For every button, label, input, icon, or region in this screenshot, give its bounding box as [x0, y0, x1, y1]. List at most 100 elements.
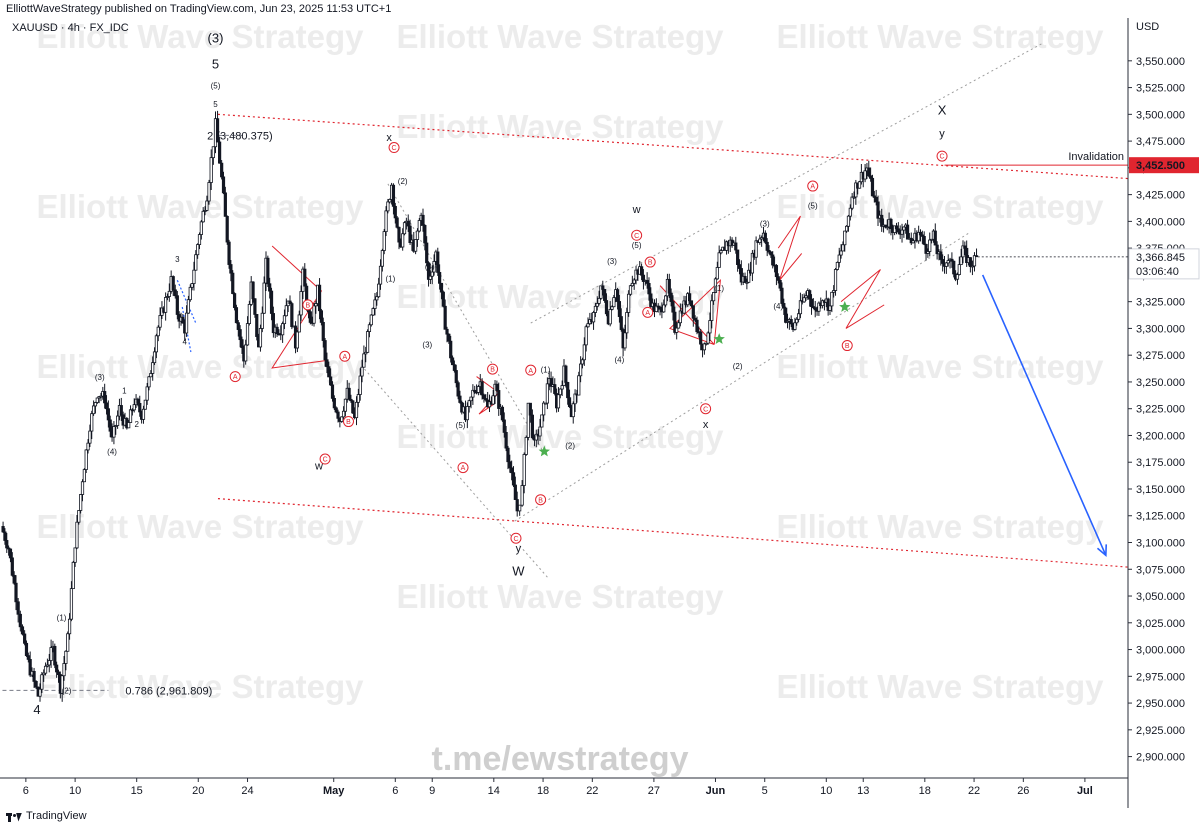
- candle-up: [582, 344, 586, 361]
- circled-wave-label: A: [528, 368, 533, 375]
- y-tick-label: 3,100.000: [1136, 538, 1185, 550]
- candle-up: [260, 312, 264, 329]
- candle-down: [619, 316, 623, 330]
- candle-up: [469, 396, 473, 402]
- watermark-text: Elliott Wave Strategy: [36, 188, 364, 225]
- candle-up: [205, 200, 209, 211]
- candle-down: [266, 257, 270, 285]
- circled-wave-marker: [510, 532, 522, 544]
- candle-down: [502, 419, 506, 433]
- candle-down: [106, 408, 110, 421]
- candle-up: [95, 397, 99, 403]
- candle-up: [848, 207, 852, 217]
- candle-up: [804, 295, 808, 299]
- symbol-label[interactable]: XAUUSD · 4h · FX_IDC: [12, 22, 129, 34]
- circled-wave-label: C: [513, 536, 518, 543]
- circled-wave-marker: [631, 229, 643, 241]
- candle-up: [282, 315, 287, 325]
- candles-layer[interactable]: [1, 110, 979, 702]
- candle-down: [391, 184, 396, 207]
- candle-down: [688, 293, 692, 302]
- candle-up: [798, 300, 803, 315]
- x-tick-label: 22: [968, 785, 980, 797]
- circled-wave-marker: [936, 150, 948, 162]
- candle-down: [408, 225, 412, 244]
- candle-down: [506, 447, 510, 463]
- candle-down: [26, 655, 30, 660]
- x-tick-label: 22: [586, 785, 598, 797]
- circled-wave-label: A: [810, 184, 815, 191]
- chart-frame[interactable]: Elliott Wave Strategy Elliott Wave Strate…: [0, 18, 1200, 808]
- candle-up: [560, 385, 564, 390]
- candle-up: [704, 342, 708, 345]
- candle-up: [944, 262, 948, 267]
- candle-up: [360, 366, 364, 377]
- candle-down: [656, 305, 660, 308]
- candle-down: [443, 305, 447, 330]
- candle-up: [719, 250, 723, 254]
- watermark-text: Elliott Wave Strategy: [396, 418, 724, 455]
- wave-label: (3): [95, 373, 105, 382]
- candle-down: [426, 262, 431, 280]
- candle-up: [145, 386, 149, 401]
- candle-up: [196, 244, 200, 256]
- candle-down: [271, 313, 275, 334]
- candle-down: [323, 340, 327, 361]
- candle-up: [467, 400, 471, 407]
- watermark-layer: Elliott Wave Strategy Elliott Wave Strate…: [36, 18, 1104, 705]
- candle-down: [321, 322, 325, 341]
- candle-down: [173, 289, 177, 297]
- candle-down: [275, 326, 279, 335]
- tradingview-brand[interactable]: TradingView: [26, 810, 87, 822]
- x-tick-label: 6: [392, 785, 398, 797]
- candle-up: [141, 408, 146, 420]
- candle-up: [88, 430, 92, 444]
- candle-up: [66, 633, 70, 652]
- candle-down: [303, 268, 307, 287]
- candle-up: [375, 296, 379, 301]
- candle-up: [524, 437, 528, 455]
- y-tick-label: 3,025.000: [1136, 618, 1185, 630]
- candle-down: [255, 314, 259, 337]
- candle-up: [972, 255, 977, 267]
- x-tick-label: 27: [648, 785, 660, 797]
- x-tick-label: 10: [820, 785, 832, 797]
- wave-label: W: [512, 564, 525, 579]
- candle-down: [3, 531, 7, 541]
- candle-down: [809, 298, 814, 307]
- circled-wave-label: C: [634, 233, 639, 240]
- trendline-red-dotted: [217, 113, 1129, 180]
- watermark-text: Elliott Wave Strategy: [36, 348, 364, 385]
- circled-wave-label: B: [346, 419, 351, 426]
- candle-down: [974, 255, 979, 258]
- candle-up: [371, 308, 375, 316]
- circled-wave-label: C: [392, 145, 397, 152]
- price-chart[interactable]: Elliott Wave Strategy Elliott Wave Strate…: [0, 18, 1200, 808]
- candle-down: [480, 381, 484, 396]
- candle-down: [452, 364, 457, 371]
- y-tick-label: 3,325.000: [1136, 297, 1185, 309]
- circled-wave-label: B: [648, 260, 653, 267]
- candle-up: [584, 326, 588, 346]
- axes-layer[interactable]: USD 2,900.000 2,925.000 2,950.000 2,975.000 3…: [0, 18, 1200, 808]
- candle-up: [365, 331, 370, 353]
- candle-up: [386, 201, 390, 212]
- candle-up: [49, 647, 53, 661]
- circled-wave-label: A: [461, 465, 466, 472]
- candle-up: [708, 320, 712, 334]
- green-star-icon: [713, 333, 725, 344]
- candle-down: [918, 231, 923, 236]
- candle-down: [870, 177, 875, 197]
- wave-label: (4): [107, 448, 117, 457]
- projection-arrowhead: [1096, 544, 1108, 558]
- candle-up: [388, 199, 392, 203]
- candle-up: [341, 410, 346, 418]
- candle-up: [630, 282, 634, 287]
- candle-up: [354, 401, 359, 419]
- candle-up: [244, 344, 248, 362]
- green-star-icon: [538, 445, 550, 457]
- wave-label: w: [314, 461, 323, 473]
- candle-up: [970, 265, 975, 268]
- candle-up: [401, 233, 405, 248]
- candle-up: [845, 225, 849, 232]
